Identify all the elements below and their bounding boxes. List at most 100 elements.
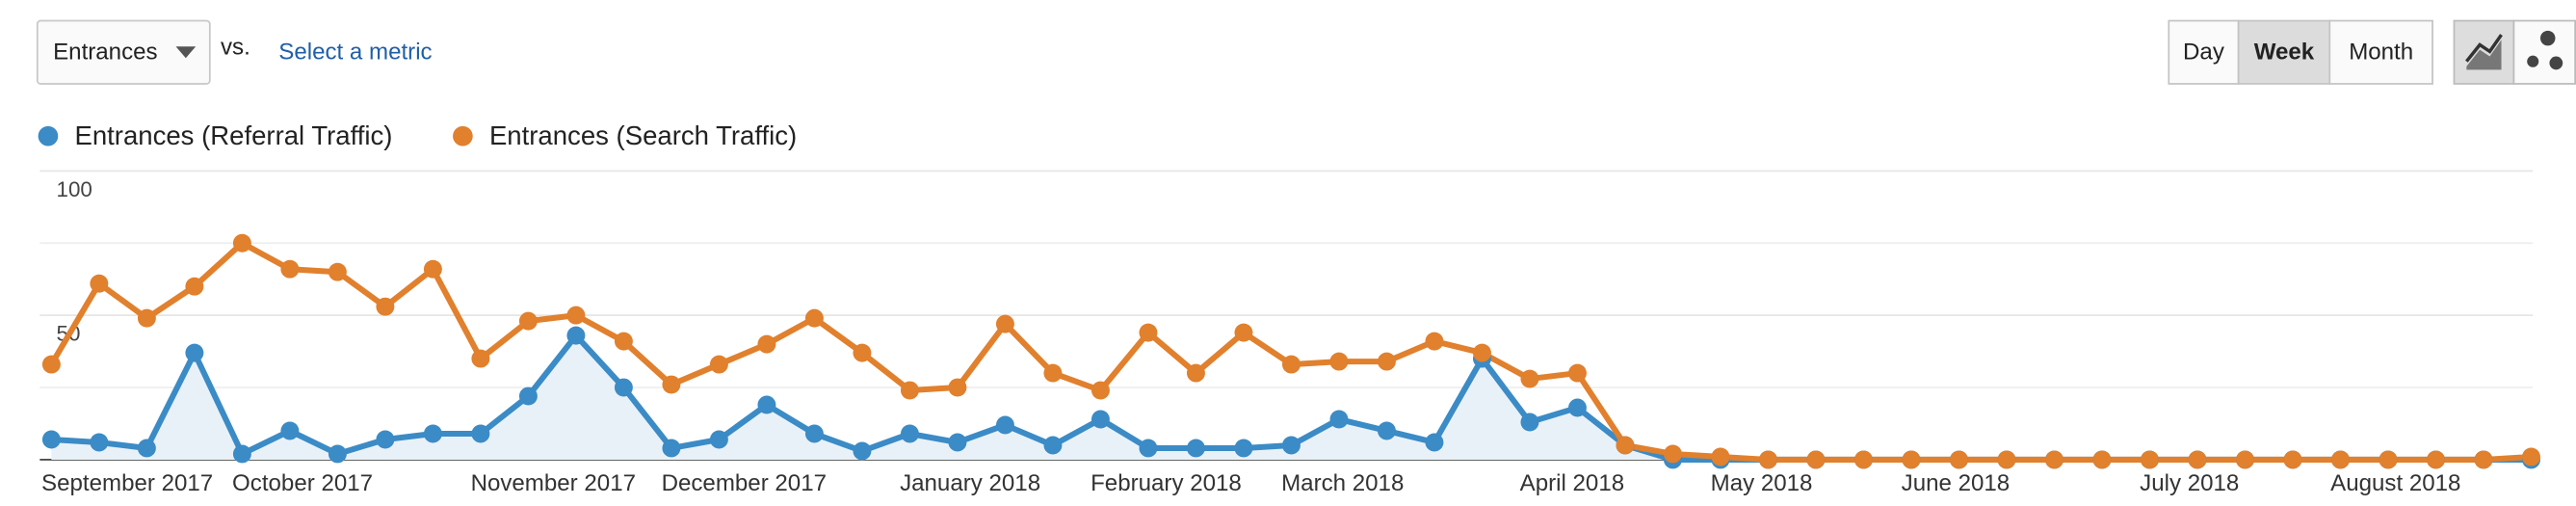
metric-dropdown[interactable]: Entrances	[36, 19, 211, 85]
point	[1616, 436, 1635, 455]
point	[995, 314, 1014, 333]
point	[566, 326, 586, 345]
x-tick-label: August 2018	[2330, 470, 2460, 496]
metric-label[interactable]: Entrances	[53, 39, 157, 65]
point	[2474, 450, 2493, 469]
point	[90, 274, 109, 293]
point	[2522, 447, 2540, 466]
point	[423, 424, 442, 443]
point	[423, 259, 442, 279]
point	[1567, 398, 1587, 417]
point	[328, 444, 347, 464]
point	[1472, 343, 1491, 362]
point	[2045, 450, 2063, 469]
point	[1043, 363, 1063, 383]
legend-label: Entrances (Search Traffic)	[489, 120, 797, 150]
line-icon-stroke	[2465, 34, 2503, 63]
point	[1425, 332, 1444, 351]
point	[948, 378, 967, 397]
point	[1234, 323, 1253, 342]
point	[614, 332, 633, 351]
period-button[interactable]	[2328, 19, 2433, 85]
x-tick-label: December 2017	[662, 470, 827, 496]
point	[662, 439, 681, 458]
point	[328, 262, 347, 281]
point	[1377, 421, 1396, 440]
point	[948, 433, 967, 452]
point	[1377, 352, 1396, 371]
point	[757, 334, 776, 354]
period-label[interactable]: Day	[2183, 39, 2224, 65]
point	[614, 378, 633, 397]
point	[2092, 450, 2112, 469]
period-button[interactable]	[2237, 19, 2331, 85]
point	[2331, 450, 2350, 469]
bubble-icon	[2539, 30, 2556, 46]
point	[757, 395, 776, 414]
select-metric-link[interactable]: Select a metric	[278, 39, 432, 65]
legend-swatch	[453, 125, 473, 146]
point	[471, 424, 490, 443]
x-tick-label: April 2018	[1520, 470, 1625, 496]
point	[1139, 323, 1158, 342]
period-label[interactable]: Week	[2254, 39, 2315, 65]
motion-chart-button[interactable]	[2512, 19, 2576, 85]
point	[1902, 450, 1921, 469]
line	[48, 240, 2532, 463]
point	[804, 308, 824, 328]
period-button[interactable]	[2168, 19, 2240, 85]
point	[280, 421, 300, 440]
point	[185, 343, 204, 362]
legend-swatch	[38, 125, 59, 146]
dropdown-arrow[interactable]	[175, 46, 197, 59]
area	[51, 335, 2532, 460]
vs-label: vs.	[221, 34, 250, 60]
point	[376, 430, 395, 449]
x-tick-label: September 2017	[41, 470, 213, 496]
x-tick-label: November 2017	[471, 470, 636, 496]
point	[1234, 439, 1253, 458]
point	[1281, 355, 1301, 374]
point	[280, 259, 300, 279]
point	[2188, 450, 2207, 469]
point	[1186, 363, 1205, 383]
point	[804, 424, 824, 443]
point	[853, 441, 872, 461]
bubble-icon	[2549, 56, 2563, 70]
point	[709, 355, 728, 374]
point	[1139, 439, 1158, 458]
point	[1806, 450, 1826, 469]
point	[1091, 410, 1110, 429]
point	[41, 430, 61, 449]
chart-type-buttons	[2453, 19, 2576, 85]
point	[2141, 450, 2159, 469]
point	[853, 343, 872, 362]
point	[471, 349, 490, 368]
point	[518, 386, 538, 406]
point	[1997, 450, 2016, 469]
line-icon	[2466, 40, 2502, 70]
point	[709, 430, 728, 449]
point	[1425, 433, 1444, 452]
x-tick-label: February 2018	[1091, 470, 1242, 496]
point	[1950, 450, 1968, 469]
point	[2283, 450, 2302, 469]
point	[1567, 363, 1587, 383]
point	[518, 311, 538, 331]
point	[900, 424, 919, 443]
point	[900, 381, 919, 400]
x-tick-label: June 2018	[1902, 470, 2011, 496]
x-tick-label: January 2018	[900, 470, 1040, 496]
line-chart-button[interactable]	[2453, 19, 2515, 85]
point	[1281, 436, 1301, 455]
legend: Entrances (Referral Traffic) Entrances (S…	[38, 120, 797, 150]
period-label[interactable]: Month	[2349, 39, 2413, 65]
point	[1329, 410, 1349, 429]
point	[1663, 444, 1682, 464]
bubble-icon	[2527, 55, 2539, 67]
point	[1186, 439, 1205, 458]
point	[2236, 450, 2254, 469]
point	[1854, 450, 1873, 469]
